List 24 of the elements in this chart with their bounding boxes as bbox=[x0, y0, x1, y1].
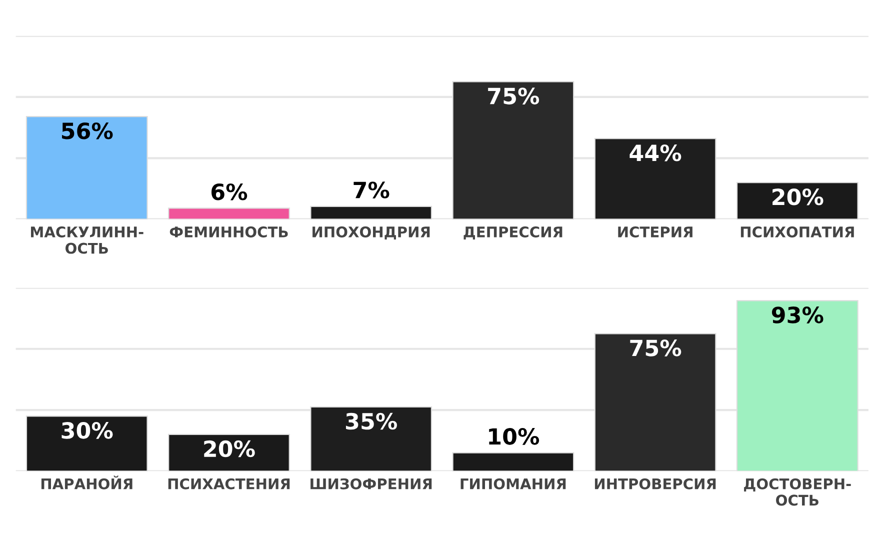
data-label: 7% bbox=[354, 182, 390, 198]
x-tick-label: ПСИХОПАТИЯ bbox=[740, 226, 854, 238]
x-tick-label: МАСКУЛИНН- ОСТЬ bbox=[30, 226, 144, 254]
data-label: 44% bbox=[630, 144, 682, 162]
x-tick-label: ШИЗОФРЕНИЯ bbox=[310, 478, 432, 490]
data-label: 30% bbox=[62, 422, 113, 439]
data-label: 56% bbox=[62, 122, 113, 140]
data-label: 75% bbox=[630, 340, 682, 356]
data-label: 20% bbox=[204, 440, 255, 458]
data-label: 75% bbox=[488, 88, 540, 104]
x-tick-label: ИНТРОВЕРСИЯ bbox=[594, 478, 716, 490]
x-tick-label: ИПОХОНДРИЯ bbox=[312, 226, 430, 240]
data-label: 6% bbox=[211, 183, 248, 200]
x-tick-label: ДЕПРЕССИЯ bbox=[464, 226, 562, 240]
data-label: 35% bbox=[346, 412, 397, 430]
data-label: 10% bbox=[489, 428, 540, 445]
x-tick-label: ДОСТОВЕРН- ОСТЬ bbox=[744, 478, 851, 506]
x-tick-label: ФЕМИННОСТЬ bbox=[170, 226, 288, 238]
x-tick-label: ГИПОМАНИЯ bbox=[460, 478, 566, 490]
data-label: 20% bbox=[772, 188, 824, 206]
x-tick-label: ПСИХАСТЕНИЯ bbox=[168, 478, 290, 490]
data-label: 93% bbox=[772, 306, 824, 324]
x-tick-label: ПАРАНОЙЯ bbox=[41, 476, 132, 490]
x-tick-label: ИСТЕРИЯ bbox=[618, 226, 692, 238]
